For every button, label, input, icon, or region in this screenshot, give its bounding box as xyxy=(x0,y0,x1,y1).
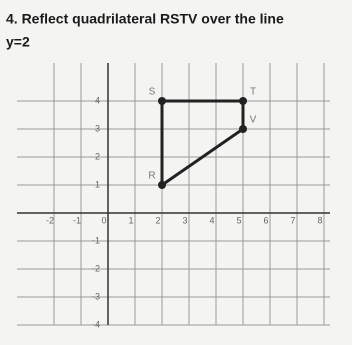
x-tick-label: 3 xyxy=(182,215,187,225)
vertex xyxy=(158,181,166,189)
vertex-label: T xyxy=(250,87,256,98)
x-tick-label: 2 xyxy=(155,215,160,225)
question-line: y=2 xyxy=(6,34,30,50)
vertex xyxy=(158,97,166,105)
y-tick-label: 4 xyxy=(95,95,100,105)
x-tick-label: 4 xyxy=(209,215,214,225)
vertex xyxy=(239,97,247,105)
x-tick-label: 8 xyxy=(317,215,322,225)
y-tick-label: 2 xyxy=(95,151,100,161)
x-tick-label: -2 xyxy=(46,215,54,225)
x-tick-label: 5 xyxy=(236,215,241,225)
vertex-label: S xyxy=(149,87,156,98)
vertex xyxy=(239,125,247,133)
vertex-label: V xyxy=(250,115,257,126)
y-tick-label: -4 xyxy=(92,319,100,329)
x-tick-label: 6 xyxy=(263,215,268,225)
y-tick-label: -1 xyxy=(92,235,100,245)
vertex-label: R xyxy=(148,171,155,182)
y-tick-label: 1 xyxy=(95,179,100,189)
x-tick-label: -1 xyxy=(73,215,81,225)
y-tick-label: -3 xyxy=(92,291,100,301)
question-line: 4. Reflect quadrilateral RSTV over the l… xyxy=(6,11,284,27)
y-tick-label: -2 xyxy=(92,263,100,273)
y-tick-label: 3 xyxy=(95,123,100,133)
x-tick-label: 0 xyxy=(101,215,106,225)
x-tick-label: 1 xyxy=(128,215,133,225)
x-tick-label: 7 xyxy=(290,215,295,225)
